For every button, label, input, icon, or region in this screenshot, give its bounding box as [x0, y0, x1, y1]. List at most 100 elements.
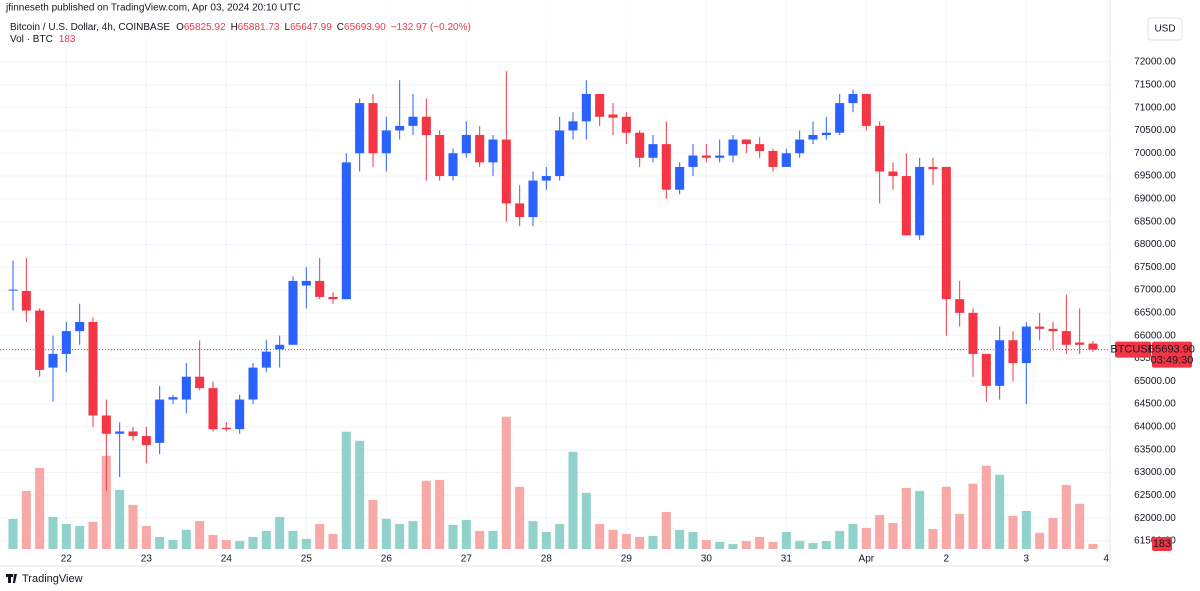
volume-bar — [181, 529, 191, 549]
candle-body — [261, 351, 271, 368]
volume-bar — [301, 538, 311, 549]
volume-tag — [1152, 536, 1172, 551]
currency-button[interactable] — [1147, 17, 1183, 41]
footer: TradingView — [22, 573, 83, 585]
volume-bar — [888, 522, 898, 549]
candle-body — [488, 139, 498, 163]
y-tick-label: 63500.00 — [1134, 444, 1176, 455]
candle-body — [355, 103, 365, 154]
y-tick-label: 63000.00 — [1134, 467, 1176, 478]
currency[interactable]: USD — [1154, 24, 1175, 35]
volume-bar — [341, 431, 351, 549]
legend-backdrop — [0, 0, 700, 46]
volume-bar — [315, 523, 325, 549]
candle-body — [741, 139, 751, 145]
volume-bar — [608, 529, 618, 549]
symbol-tag-label: BTCUSD — [1110, 344, 1155, 356]
x-tick-label: 28 — [541, 554, 553, 565]
volume-bar — [795, 541, 805, 549]
candle-body — [781, 153, 791, 167]
candle-body — [435, 135, 445, 177]
candle-body — [848, 93, 858, 104]
volume-bar — [8, 518, 18, 549]
volume-bar — [168, 539, 178, 549]
candle-body — [21, 290, 31, 311]
candle-body — [901, 176, 911, 236]
volume-bar — [595, 523, 605, 549]
volume-bar — [941, 486, 951, 549]
volume-bar — [275, 516, 285, 549]
x-tick-label: 3 — [1024, 554, 1030, 565]
candle-body — [795, 139, 805, 154]
price-tag-label: 65693.90 — [1149, 344, 1195, 356]
candle-body — [915, 166, 925, 236]
logo-icon — [6, 574, 17, 583]
o: O — [176, 22, 184, 33]
candle-body — [48, 353, 58, 368]
volume-bar — [915, 490, 925, 549]
candle-body — [501, 139, 511, 204]
volume-bar — [1075, 503, 1085, 549]
volume-bar — [48, 516, 58, 549]
volume-bar — [75, 525, 85, 549]
volume-legend: Vol · BTC 183 — [10, 34, 76, 45]
candle-body — [421, 116, 431, 136]
volume-bar — [861, 527, 871, 549]
candle-body — [555, 130, 565, 177]
candle-body — [688, 155, 698, 167]
candle-body — [515, 203, 525, 218]
volume-bar — [235, 541, 245, 549]
y-tick-label: 69000.00 — [1134, 193, 1176, 204]
y-tick-label: 64500.00 — [1134, 399, 1176, 410]
symbol-tag — [1115, 341, 1151, 358]
candle-body — [208, 388, 218, 430]
volume-bar — [621, 533, 631, 549]
x-tick-label: 30 — [701, 554, 713, 565]
volume-bar — [461, 519, 471, 549]
candle-body — [581, 93, 591, 122]
candle-body — [1021, 326, 1031, 364]
candle-body — [888, 171, 898, 177]
volume-bar — [1021, 510, 1031, 549]
volume-bar — [528, 521, 538, 549]
footer-logo — [6, 574, 17, 583]
candle-body — [181, 376, 191, 400]
candle-body — [61, 331, 71, 354]
y-tick-label: 71500.00 — [1134, 79, 1176, 90]
volume-bar — [555, 523, 565, 549]
candle-body — [821, 132, 831, 136]
candle-body — [808, 135, 818, 140]
volume-bar — [128, 504, 138, 549]
countdown: 03:49:30 — [1151, 355, 1194, 367]
candle-body — [235, 399, 245, 430]
volume-bar — [488, 530, 498, 549]
symbol: Bitcoin / U.S. Dollar, 4h, COINBASE — [10, 22, 170, 33]
candle-body — [88, 321, 98, 416]
candle-body — [475, 135, 485, 163]
x-tick-label: 23 — [141, 554, 153, 565]
candle-body — [141, 436, 151, 446]
candle-body — [248, 367, 258, 400]
x-tick-label: Apr — [859, 554, 875, 565]
candle-body — [861, 93, 871, 126]
y-tick-label: 71000.00 — [1134, 102, 1176, 113]
volume-bar — [835, 530, 845, 549]
close: 65693.90 — [344, 22, 386, 33]
candle-body — [621, 116, 631, 133]
open: 65825.92 — [184, 22, 226, 33]
candle-body — [768, 150, 778, 167]
volume-bar — [875, 515, 885, 549]
candle-body — [115, 431, 125, 434]
candle-body — [941, 166, 951, 300]
candle-body — [288, 280, 298, 345]
candle-body — [168, 397, 178, 400]
volume-bar — [155, 536, 165, 549]
volume-bar — [195, 521, 205, 549]
y-tick-label: 68000.00 — [1134, 239, 1176, 250]
candle-body — [528, 180, 538, 218]
candle-body — [981, 353, 991, 386]
y-tick-label: 70000.00 — [1134, 148, 1176, 159]
candle-body — [195, 376, 205, 389]
